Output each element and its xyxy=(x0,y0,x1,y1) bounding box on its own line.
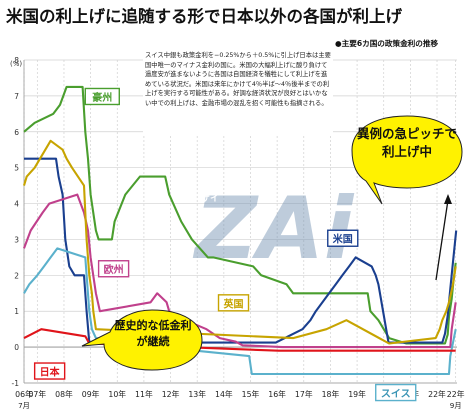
series-label-box xyxy=(84,87,120,106)
series-label-box xyxy=(97,260,130,278)
x-tick-label: 14年 xyxy=(215,389,233,399)
y-unit-label: (%) xyxy=(10,60,22,68)
y-tick-label: 2 xyxy=(14,271,19,280)
watermark-text: ZAi xyxy=(192,179,355,279)
x-tick-label: 11年 xyxy=(135,389,153,399)
watermark-small-text: ザイ xyxy=(201,193,219,204)
series-label-2: 欧州 xyxy=(104,263,124,276)
series-line-4 xyxy=(23,247,457,376)
x-tick-label: 12年 xyxy=(162,389,180,399)
x-tick-label: 08年 xyxy=(55,389,73,399)
x-tick-label: 07年 xyxy=(28,389,46,399)
y-tick-label: 3 xyxy=(14,235,19,244)
series-label-4: スイス xyxy=(381,388,411,400)
x-tick-label: 16年 xyxy=(268,389,286,399)
y-tick-label: 0 xyxy=(14,343,19,352)
chart-title: 米国の利上げに追随する形で日本以外の各国が利上げ xyxy=(6,6,403,26)
x-sublabel: 9月 xyxy=(450,401,462,410)
x-tick-label: 22年 xyxy=(428,389,446,399)
series-line-1 xyxy=(24,157,458,344)
x-tick-label: 06年 xyxy=(15,389,33,399)
note-text: スイス中銀も政策金利を−0.25%から＋0.5%に引上げ日本は主要国中唯一のマイ… xyxy=(145,52,331,107)
series-label-0: 豪州 xyxy=(92,91,112,104)
y-tick-label: 1 xyxy=(14,307,19,316)
y-tick-label: 8 xyxy=(14,56,19,65)
series-label-box xyxy=(217,294,250,312)
x-tick-label: 13年 xyxy=(188,389,206,399)
x-tick-label: 17年 xyxy=(295,389,313,399)
y-tick-label: 6 xyxy=(14,128,19,137)
x-tick-label: 19年 xyxy=(348,389,366,399)
callout-low-text: 歴史的な低金利が継続 xyxy=(114,319,192,348)
series-label-5: 日本 xyxy=(40,366,61,379)
callout-rise: 異例の急ピッチで利上げ中 xyxy=(351,115,463,281)
chart-subtitle: ●主要6カ国の政策金利の推移 xyxy=(335,38,438,48)
y-tick-label: 4 xyxy=(14,200,19,209)
zai-watermark: ZAi ザイ xyxy=(192,179,355,279)
y-tick-label: 5 xyxy=(14,164,19,173)
callout-low: 歴史的な低金利が継続 xyxy=(81,309,203,371)
series-label-box xyxy=(327,229,359,247)
x-tick-label: 18年 xyxy=(322,389,340,399)
y-tick-label: 7 xyxy=(14,92,19,101)
y-tick-label: -1 xyxy=(12,379,20,388)
x-tick-label: 10年 xyxy=(108,389,126,399)
x-tick-label: 09年 xyxy=(82,389,100,399)
series-label-box xyxy=(375,383,417,402)
series-line-3 xyxy=(22,139,457,345)
series-line-2 xyxy=(23,193,457,349)
series-line-5 xyxy=(23,328,456,352)
x-tick-label: 15年 xyxy=(242,389,260,399)
callout-rise-text: 異例の急ピッチで利上げ中 xyxy=(356,126,457,159)
series-lines xyxy=(22,85,458,376)
series-label-box xyxy=(33,362,66,380)
note-box: スイス中銀も政策金利を−0.25%から＋0.5%に引上げ日本は主要国中唯一のマイ… xyxy=(143,50,333,136)
x-sublabel: 7月 xyxy=(18,401,30,410)
x-tick-label: 22年 xyxy=(447,389,465,399)
series-label-3: 英国 xyxy=(223,297,244,310)
series-label-1: 米国 xyxy=(333,233,353,246)
